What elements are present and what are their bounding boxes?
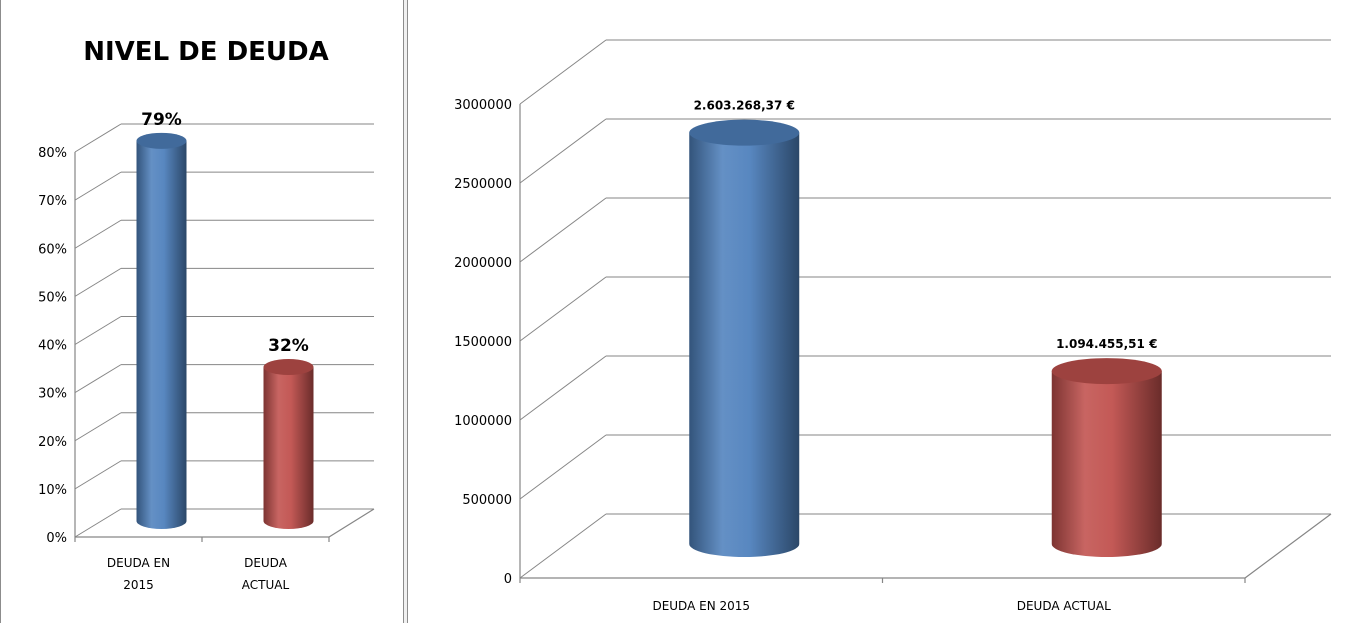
bar-body bbox=[689, 132, 800, 558]
y-tick-label: 2500000 bbox=[454, 177, 512, 192]
bar-top bbox=[263, 359, 314, 375]
gridline-depth bbox=[519, 355, 607, 421]
gridline-depth bbox=[519, 276, 607, 342]
bar-top bbox=[689, 119, 800, 146]
chart-title: NIVEL DE DEUDA bbox=[83, 37, 329, 67]
gridline-depth bbox=[519, 197, 607, 263]
data-label: 2.603.268,37 € bbox=[694, 99, 795, 113]
x-category-label: ACTUAL bbox=[242, 578, 290, 592]
bar-body bbox=[136, 140, 187, 529]
y-tick-label: 30% bbox=[38, 387, 67, 402]
y-tick-label: 0 bbox=[504, 572, 512, 587]
chart-panel-amount: 0 500000 1000000 1500000 2000000 2500000 30000… bbox=[407, 0, 1370, 623]
gridline-depth bbox=[74, 412, 122, 442]
y-tick-label: 60% bbox=[38, 242, 67, 257]
data-label: 32% bbox=[268, 336, 309, 356]
gridline-depth bbox=[519, 39, 607, 105]
y-tick-label: 70% bbox=[38, 194, 67, 209]
y-tick-label: 10% bbox=[38, 483, 67, 498]
bar-body bbox=[263, 367, 314, 529]
bar-top bbox=[1051, 358, 1162, 385]
gridline-depth bbox=[74, 316, 122, 345]
y-tick-label: 50% bbox=[38, 290, 67, 305]
x-category-label: DEUDA ACTUAL bbox=[1017, 599, 1111, 613]
y-tick-label: 3000000 bbox=[454, 98, 512, 113]
y-tick-label: 80% bbox=[38, 146, 67, 161]
panel-separator bbox=[404, 0, 407, 623]
gridline-depth bbox=[74, 508, 122, 538]
y-tick-label: 2000000 bbox=[454, 256, 512, 271]
y-tick-label: 0% bbox=[46, 531, 67, 546]
bar-deuda-actual bbox=[263, 359, 314, 529]
gridline-depth bbox=[74, 219, 122, 249]
x-category-label: DEUDA bbox=[244, 556, 288, 570]
gridline-depth bbox=[519, 118, 607, 184]
bar-deuda-actual bbox=[1051, 358, 1162, 558]
gridline-depth bbox=[74, 267, 122, 297]
debt-amount-chart: 0 500000 1000000 1500000 2000000 2500000 30000… bbox=[454, 39, 1332, 613]
gridline-depth bbox=[74, 171, 122, 201]
gridline-depth bbox=[519, 434, 607, 500]
gridline-depth bbox=[74, 460, 122, 490]
chart-panel-percent: 0% 10% 20% 30% 40% 50% 60% 70% 80% 79% DEUDA EN 201… bbox=[0, 0, 404, 623]
floor-edge bbox=[75, 508, 375, 538]
y-tick-label: 1000000 bbox=[454, 414, 512, 429]
gridline-depth bbox=[519, 513, 607, 579]
floor-edge bbox=[520, 513, 1332, 579]
data-label: 1.094.455,51 € bbox=[1056, 337, 1157, 351]
x-category-label: DEUDA EN bbox=[107, 556, 170, 570]
debt-percent-chart: 0% 10% 20% 30% 40% 50% 60% 70% 80% 79% DEUDA EN 201… bbox=[38, 37, 375, 592]
y-tick-label: 500000 bbox=[462, 493, 512, 508]
y-tick-label: 40% bbox=[38, 339, 67, 354]
x-category-label: DEUDA EN 2015 bbox=[652, 599, 750, 613]
bar-top bbox=[136, 132, 187, 149]
bar-body bbox=[1051, 371, 1162, 558]
y-tick-label: 20% bbox=[38, 435, 67, 450]
bar-deuda-2015 bbox=[136, 132, 187, 529]
x-category-label: 2015 bbox=[123, 578, 154, 592]
data-label: 79% bbox=[141, 110, 182, 130]
gridline-depth bbox=[74, 364, 122, 394]
bar-deuda-2015 bbox=[689, 119, 800, 558]
gridline-depth bbox=[74, 123, 122, 153]
y-tick-label: 1500000 bbox=[454, 335, 512, 350]
